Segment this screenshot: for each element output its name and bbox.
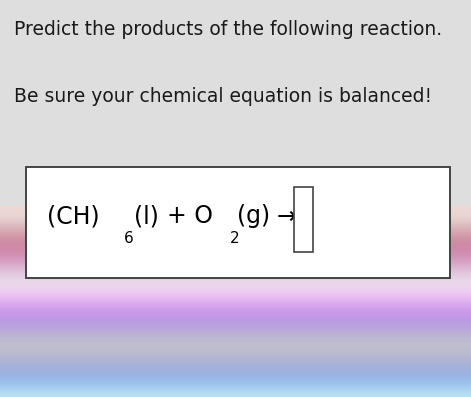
Text: Be sure your chemical equation is balanced!: Be sure your chemical equation is balanc…	[14, 87, 432, 106]
Text: 2: 2	[229, 231, 239, 246]
Text: + O: + O	[167, 204, 213, 228]
Text: 6: 6	[124, 231, 134, 246]
FancyBboxPatch shape	[0, 0, 471, 206]
FancyBboxPatch shape	[294, 187, 313, 252]
Text: Predict the products of the following reaction.: Predict the products of the following re…	[14, 20, 442, 39]
Text: →: →	[277, 204, 297, 228]
Text: (CH): (CH)	[47, 204, 100, 228]
FancyBboxPatch shape	[26, 167, 450, 278]
Text: (g): (g)	[237, 204, 270, 228]
Text: (l): (l)	[134, 204, 159, 228]
